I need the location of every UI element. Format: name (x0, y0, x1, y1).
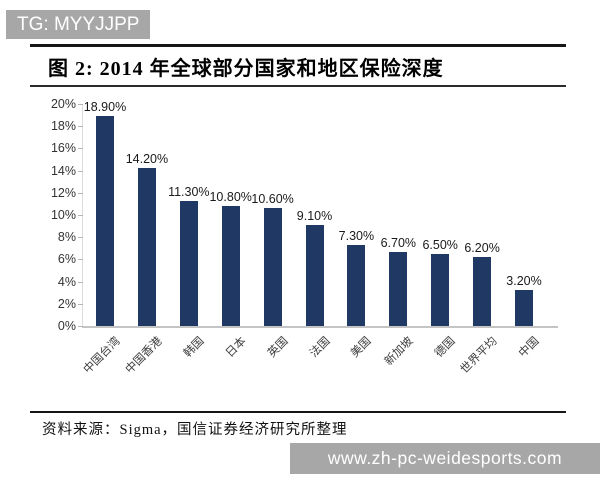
y-axis-tick-label: 4% (57, 274, 76, 289)
y-axis-tick-mark (78, 281, 83, 283)
divider-top (30, 44, 566, 47)
y-axis-tick-label: 6% (57, 252, 76, 267)
watermark-bottom-text: www.zh-pc-weidesports.com (327, 448, 563, 468)
watermark-top-text: TG: MYYJJPP (17, 14, 140, 35)
bar-5 (263, 208, 282, 326)
bar-value-label: 10.60% (251, 192, 294, 207)
y-axis-tick-mark (78, 303, 83, 305)
bar-2 (137, 168, 156, 326)
y-axis-tick-mark (78, 259, 83, 261)
bar-4 (221, 206, 240, 326)
y-axis-tick-mark (78, 104, 83, 105)
bar-9 (431, 253, 450, 326)
y-axis-tick-mark (78, 126, 83, 128)
divider-under-title (30, 85, 566, 87)
y-axis-tick-label: 2% (57, 296, 76, 311)
divider-footer (30, 411, 566, 413)
y-axis-tick-mark (78, 170, 83, 172)
bar-value-label: 10.80% (209, 190, 252, 205)
bar-value-label: 6.70% (380, 235, 417, 250)
y-axis-tick-label: 10% (50, 208, 76, 222)
y-axis-tick-label: 18% (50, 119, 76, 134)
bar-7 (347, 244, 366, 326)
bar-value-label: 7.30% (338, 228, 375, 243)
y-axis-tick-mark (78, 215, 83, 216)
y-axis-tick-mark (78, 192, 83, 194)
bar-6 (305, 224, 324, 326)
bar-10 (473, 257, 492, 326)
watermark-top-banner: TG: MYYJJPP (6, 10, 150, 39)
y-axis-tick-mark (78, 326, 83, 327)
y-axis-tick-label: 8% (57, 230, 76, 245)
y-axis-tick-label: 0% (57, 319, 76, 333)
source-note: 资料来源：Sigma，国信证券经济研究所整理 (42, 422, 348, 438)
bar-value-label: 9.10% (296, 208, 333, 223)
bar-value-label: 6.20% (464, 241, 500, 256)
y-axis-tick-label: 16% (50, 141, 76, 156)
bar-value-label: 3.20% (506, 274, 542, 289)
figure-title: 图 2: 2014 年全球部分国家和地区保险深度 (48, 58, 444, 80)
bar-value-label: 6.50% (422, 237, 458, 252)
bar-8 (389, 251, 408, 326)
y-axis-tick-mark (78, 237, 83, 239)
y-axis-tick-label: 20% (50, 97, 76, 111)
bar-1 (96, 116, 114, 326)
y-axis-tick-label: 12% (50, 185, 76, 200)
x-axis-line (82, 326, 558, 328)
bar-11 (515, 290, 533, 326)
bar-3 (179, 200, 198, 326)
y-axis-tick-label: 14% (50, 163, 76, 178)
watermark-bottom-banner: www.zh-pc-weidesports.com (290, 443, 600, 474)
bar-value-label: 18.90% (83, 100, 127, 115)
y-axis-tick-mark (78, 148, 83, 150)
bar-value-label: 14.20% (125, 152, 169, 167)
bar-value-label: 11.30% (168, 184, 210, 199)
